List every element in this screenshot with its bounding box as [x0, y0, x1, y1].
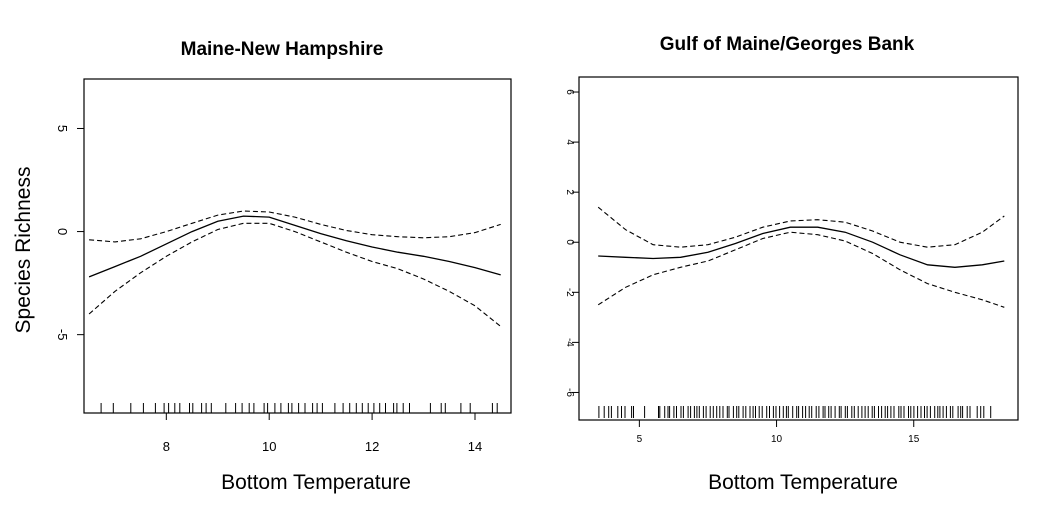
y-tick-label: 0: [55, 228, 70, 235]
chart-title: Gulf of Maine/Georges Bank: [660, 34, 915, 55]
y-tick-label: -5: [55, 329, 70, 341]
plot-frame: [578, 76, 1019, 421]
plot-marks: [88, 210, 502, 413]
series-line-fit: [88, 215, 501, 278]
panel-maine-new-hampshire: Maine-New Hampshire 8 10 12 14 -5 0 5 Bottom …: [12, 39, 512, 494]
series-line-fit: [598, 226, 1005, 268]
x-tick-label: 10: [262, 439, 276, 454]
y-tick-label: -6: [564, 388, 575, 397]
chart-title: Maine-New Hampshire: [181, 39, 384, 60]
x-axis-label: Bottom Temperature: [221, 471, 411, 494]
x-axis: 8 10 12 14: [163, 413, 482, 454]
y-tick-label: -4: [564, 338, 575, 347]
x-axis-label: Bottom Temperature: [708, 471, 898, 494]
y-axis-label: Species Richness: [12, 167, 35, 334]
y-tick-label: -2: [564, 288, 575, 297]
series-line-lower: [88, 222, 502, 327]
x-tick-label: 8: [163, 439, 170, 454]
x-tick-label: 12: [365, 439, 379, 454]
x-tick-label: 10: [771, 434, 783, 445]
x-axis: 5 10 15: [637, 420, 920, 445]
rug-marks: [598, 406, 992, 418]
y-tick-label: 6: [564, 89, 575, 95]
x-tick-label: 15: [908, 434, 920, 445]
plot-marks: [597, 206, 1005, 418]
x-tick-label: 5: [637, 434, 643, 445]
y-tick-label: 2: [564, 189, 575, 195]
y-axis: -6 -4 -2 0 2 4 6: [564, 89, 579, 397]
series-line-upper: [597, 206, 1005, 248]
y-tick-label: 4: [564, 139, 575, 145]
plot-frame: [83, 78, 512, 414]
y-tick-label: 0: [564, 239, 575, 245]
rug-marks: [100, 403, 498, 413]
series-line-lower: [597, 231, 1005, 308]
x-tick-label: 14: [468, 439, 482, 454]
y-axis: -5 0 5: [55, 125, 84, 341]
series-line-upper: [89, 210, 501, 243]
panel-gulf-of-maine-georges-bank: Gulf of Maine/Georges Bank 5 10 15 -6 -4 -2 0…: [564, 34, 1019, 494]
y-tick-label: 5: [55, 125, 70, 132]
